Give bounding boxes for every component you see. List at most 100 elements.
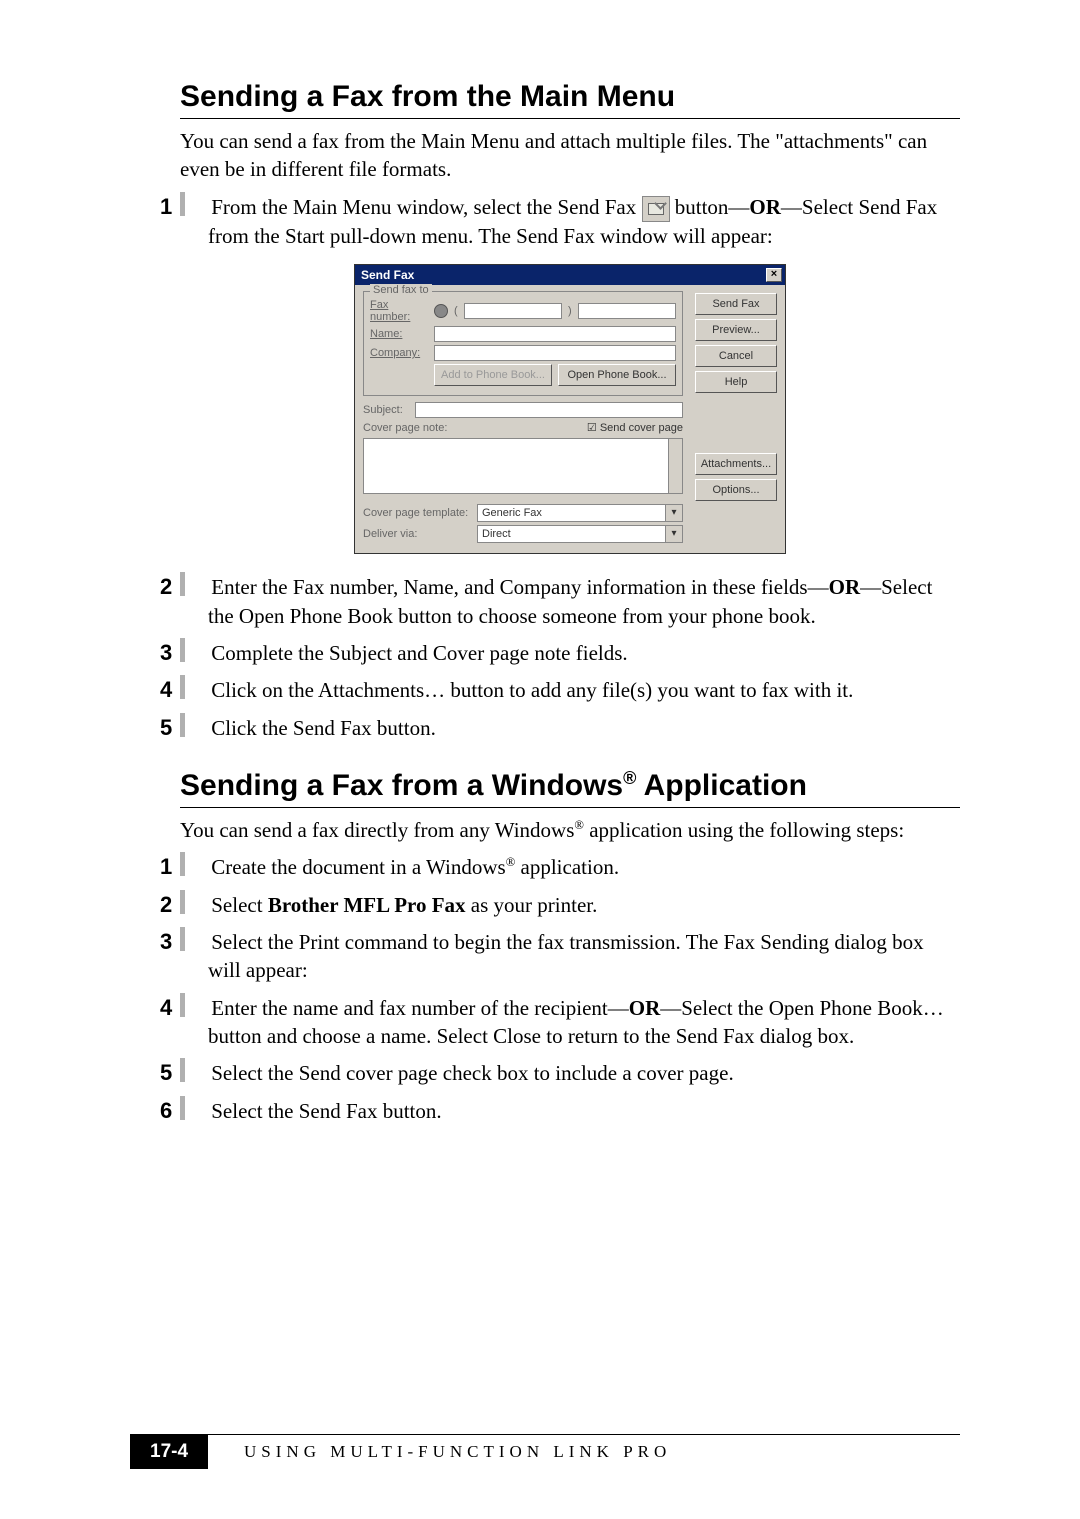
deliver-via-label: Deliver via: [363, 528, 471, 540]
s2-step-num-6: 6 [180, 1096, 202, 1120]
side-buttons-top: Send Fax Preview... Cancel Help [695, 293, 777, 393]
dialog-titlebar: Send Fax × [355, 265, 785, 285]
s1-step-2: 2 Enter the Fax number, Name, and Compan… [208, 572, 960, 630]
s1-step-5: 5 Click the Send Fax button. [208, 713, 960, 742]
preview-button[interactable]: Preview... [695, 319, 777, 341]
section-1-intro: You can send a fax from the Main Menu an… [180, 127, 960, 184]
open-phone-book-button[interactable]: Open Phone Book... [558, 364, 676, 386]
s1-step1-or: OR [749, 195, 781, 219]
s1-step5-text: Click the Send Fax button. [211, 716, 436, 740]
s1-step2-a: Enter the Fax number, Name, and Company … [211, 575, 828, 599]
s2-step2-c: as your printer. [466, 893, 598, 917]
s1-step3-text: Complete the Subject and Cover page note… [211, 641, 627, 665]
step-num-4: 4 [180, 675, 202, 699]
s2-step-6: 6 Select the Send Fax button. [208, 1096, 960, 1125]
section-2-steps: 1 Create the document in a Windows® appl… [180, 852, 960, 1125]
s2-step3-text: Select the Print command to begin the fa… [208, 930, 924, 982]
attachments-button[interactable]: Attachments... [695, 453, 777, 475]
section-1-heading: Sending a Fax from the Main Menu [180, 80, 960, 119]
s2-step1-a: Create the document in a Windows [211, 855, 505, 879]
cover-note-textarea[interactable] [363, 438, 683, 494]
s1-step-4: 4 Click on the Attachments… button to ad… [208, 675, 960, 704]
s2-step2-a: Select [211, 893, 268, 917]
subject-row: Subject: [363, 402, 683, 418]
reg-mark-2: ® [574, 818, 584, 832]
scrollbar-vertical[interactable] [668, 439, 682, 493]
cover-note-label: Cover page note: [363, 422, 447, 434]
s2-step5-text: Select the Send cover page check box to … [211, 1061, 733, 1085]
s1-step1-b: button— [670, 195, 750, 219]
options-button[interactable]: Options... [695, 479, 777, 501]
help-button[interactable]: Help [695, 371, 777, 393]
page-footer: 17-4 USING MULTI-FUNCTION LINK PRO [130, 1434, 960, 1469]
s2-step-3: 3 Select the Print command to begin the … [208, 927, 960, 985]
footer-caption: USING MULTI-FUNCTION LINK PRO [244, 1442, 671, 1462]
cover-template-label: Cover page template: [363, 507, 471, 519]
company-row: Company: [370, 345, 676, 361]
cover-note-header: Cover page note: ☑ Send cover page [363, 421, 683, 434]
step-num-3: 3 [180, 638, 202, 662]
dialog-body: Send fax to Fax number: ( ) Name: Compan… [355, 285, 785, 555]
name-label: Name: [370, 328, 428, 340]
s2-step-num-5: 5 [180, 1058, 202, 1082]
s2-step6-text: Select the Send Fax button. [211, 1099, 441, 1123]
name-input[interactable] [434, 326, 676, 342]
send-fax-dialog: Send Fax × Send fax to Fax number: ( ) N… [354, 264, 786, 554]
s2-step4-or: OR [629, 996, 661, 1020]
fax-number-input[interactable] [578, 303, 676, 319]
cover-template-select[interactable]: Generic Fax [477, 504, 683, 522]
add-phone-book-button[interactable]: Add to Phone Book... [434, 364, 552, 386]
waiting-icon [434, 304, 448, 318]
section-2-intro: You can send a fax directly from any Win… [180, 816, 960, 844]
dialog-close-icon[interactable]: × [766, 268, 782, 282]
deliver-via-row: Deliver via: Direct [363, 525, 683, 543]
s2-step-num-3: 3 [180, 927, 202, 951]
reg-mark-3: ® [506, 855, 516, 869]
phone-buttons: Add to Phone Book... Open Phone Book... [370, 364, 676, 386]
s2-step-4: 4 Enter the name and fax number of the r… [208, 993, 960, 1051]
s2-step-5: 5 Select the Send cover page check box t… [208, 1058, 960, 1087]
group-label: Send fax to [370, 284, 432, 296]
s2-step-num-4: 4 [180, 993, 202, 1017]
s1-step-3: 3 Complete the Subject and Cover page no… [208, 638, 960, 667]
s2-step4-a: Enter the name and fax number of the rec… [211, 996, 629, 1020]
section-2-heading: Sending a Fax from a Windows® Applicatio… [180, 768, 960, 808]
s2-step2-b: Brother MFL Pro Fax [268, 893, 466, 917]
dialog-title: Send Fax [361, 268, 414, 282]
s2-step-2: 2 Select Brother MFL Pro Fax as your pri… [208, 890, 960, 919]
step-num-5: 5 [180, 713, 202, 737]
paren-l: ( [454, 305, 458, 317]
step-num-2: 2 [180, 572, 202, 596]
cancel-button[interactable]: Cancel [695, 345, 777, 367]
send-fax-icon [642, 196, 670, 222]
send-cover-checkbox[interactable]: ☑ Send cover page [587, 421, 683, 434]
section-2: Sending a Fax from a Windows® Applicatio… [180, 768, 960, 1125]
section-1-steps-contd: 2 Enter the Fax number, Name, and Compan… [180, 572, 960, 742]
s2-step-1: 1 Create the document in a Windows® appl… [208, 852, 960, 881]
send-cover-label: Send cover page [600, 422, 683, 434]
s2-heading-a: Sending a Fax from a Windows [180, 769, 623, 802]
subject-input[interactable] [415, 402, 683, 418]
s1-step4-text: Click on the Attachments… button to add … [211, 678, 853, 702]
deliver-via-select[interactable]: Direct [477, 525, 683, 543]
area-code-input[interactable] [464, 303, 562, 319]
send-fax-button[interactable]: Send Fax [695, 293, 777, 315]
s2-step-num-2: 2 [180, 890, 202, 914]
s2-intro-b: application using the following steps: [584, 818, 904, 842]
section-1-steps: 1 From the Main Menu window, select the … [180, 192, 960, 251]
fax-number-row: Fax number: ( ) [370, 299, 676, 323]
company-label: Company: [370, 347, 428, 359]
send-to-group: Send fax to Fax number: ( ) Name: Compan… [363, 291, 683, 396]
company-input[interactable] [434, 345, 676, 361]
reg-mark-1: ® [623, 768, 636, 788]
s1-step-1: 1 From the Main Menu window, select the … [208, 192, 960, 251]
step-num-1: 1 [180, 192, 202, 216]
paren-r: ) [568, 305, 572, 317]
s2-step-num-1: 1 [180, 852, 202, 876]
s1-step2-or: OR [829, 575, 861, 599]
s2-step1-b: application. [515, 855, 619, 879]
cover-template-row: Cover page template: Generic Fax [363, 504, 683, 522]
side-buttons-mid: Attachments... Options... [695, 453, 777, 501]
s1-step1-a: From the Main Menu window, select the Se… [211, 195, 641, 219]
fax-number-label: Fax number: [370, 299, 428, 323]
